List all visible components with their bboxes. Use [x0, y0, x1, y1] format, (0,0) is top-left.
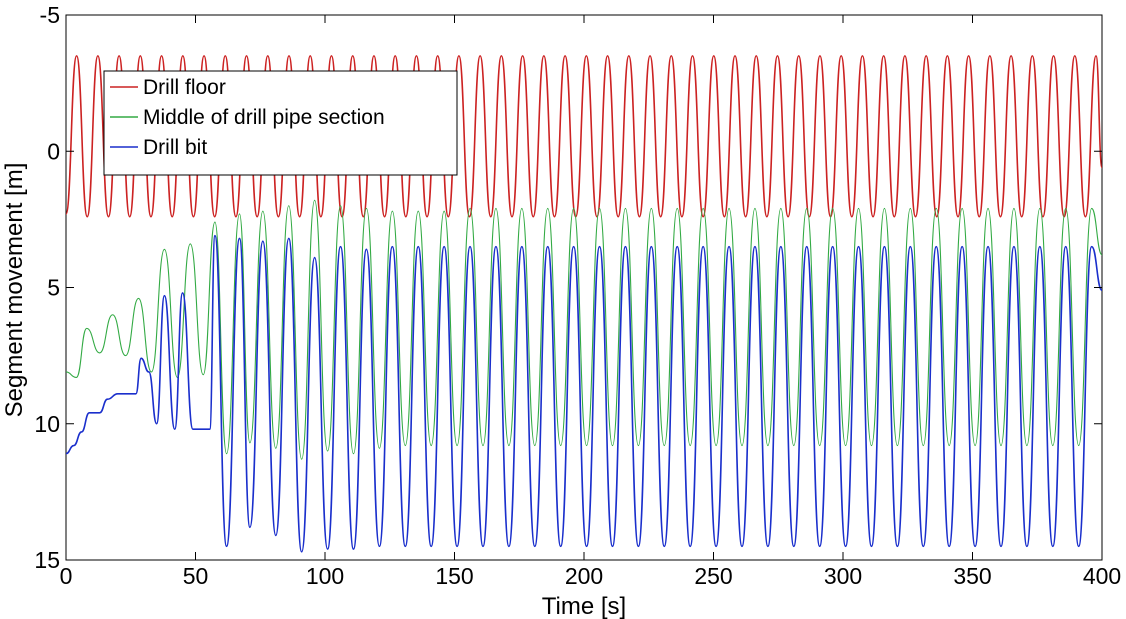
- y-tick-label: 15: [34, 547, 60, 573]
- x-tick-label: 350: [953, 563, 991, 589]
- x-tick-label: 200: [565, 563, 603, 589]
- legend-label-2: Middle of drill pipe section: [143, 106, 385, 129]
- series-line-2: [66, 199, 1102, 460]
- x-tick-label: 300: [824, 563, 862, 589]
- legend-label-3: Drill bit: [143, 136, 207, 159]
- y-tick-label: 5: [47, 275, 60, 301]
- legend-box: [103, 70, 458, 176]
- legend-label-1: Drill floor: [143, 76, 226, 99]
- legend: Drill floor Middle of drill pipe section D…: [103, 70, 458, 176]
- x-tick-label: 150: [435, 563, 473, 589]
- x-tick-label: 100: [306, 563, 344, 589]
- tick-layer: 0 50 100 150 200 250 300 350 400 -5 0 5 10 15: [34, 2, 1121, 589]
- y-axis-title: Segment movement [m]: [1, 163, 28, 418]
- x-tick-label: 250: [694, 563, 732, 589]
- y-tick-label: 10: [34, 411, 60, 437]
- y-tick-label: 0: [47, 138, 60, 164]
- x-tick-label: 50: [183, 563, 209, 589]
- x-tick-label: 0: [60, 563, 73, 589]
- x-axis-title: Time [s]: [542, 593, 626, 619]
- x-tick-label: 400: [1083, 563, 1121, 589]
- y-tick-label: -5: [40, 2, 60, 28]
- series-line-3: [66, 234, 1102, 553]
